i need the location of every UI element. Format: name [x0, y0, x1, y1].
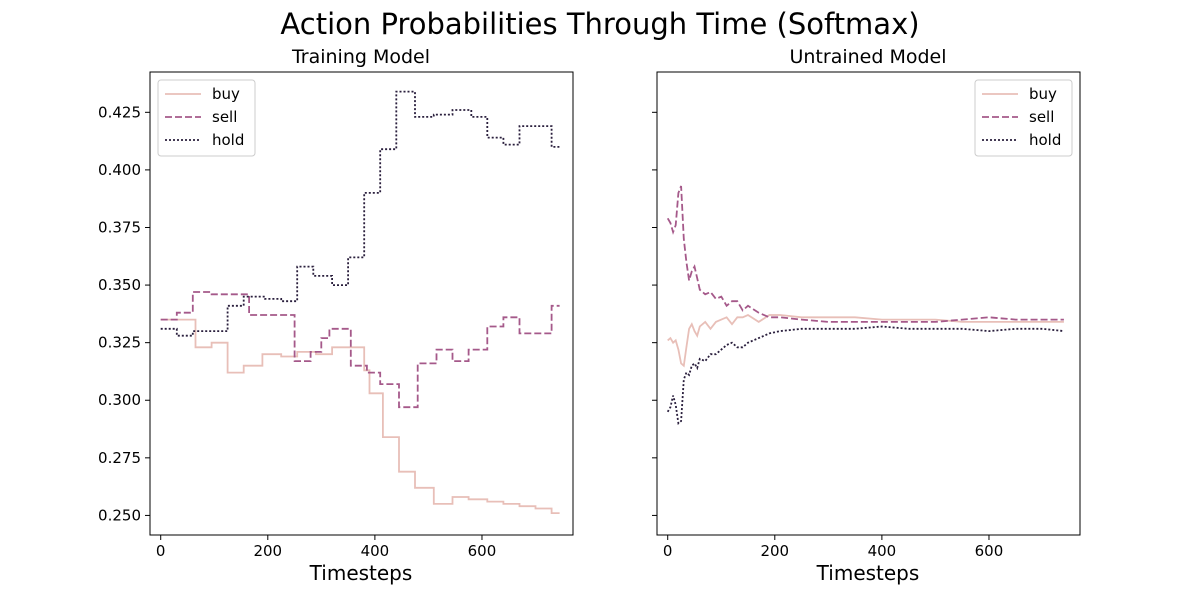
untrained-legend: buy sell hold [974, 79, 1073, 157]
training-ytick-label: 0.350 [98, 276, 141, 294]
untrained-xtick-label: 0 [663, 542, 673, 560]
training-legend-label-hold: hold [212, 131, 244, 149]
training-ytick-label: 0.250 [98, 506, 141, 524]
untrained-series-sell [666, 185, 1064, 323]
untrained-xtick-label: 200 [760, 542, 789, 560]
training-ytick-label: 0.400 [98, 161, 141, 179]
training-ytick-label: 0.325 [98, 334, 141, 352]
untrained-model-xlabel: Timesteps [816, 561, 920, 585]
training-model-panel: Training Model Timesteps 0 200 400 600 0.250… [98, 46, 574, 585]
untrained-series-group [666, 185, 1064, 426]
untrained-xtick-label: 400 [868, 542, 897, 560]
training-axes-frame [149, 71, 574, 536]
untrained-model-title: Untrained Model [789, 46, 946, 68]
training-model-title: Training Model [291, 46, 430, 68]
training-ytick-label: 0.375 [98, 218, 141, 236]
training-ytick-label: 0.425 [98, 103, 141, 121]
training-legend: buy sell hold [157, 79, 256, 157]
training-series-group [160, 90, 560, 514]
training-xtick-label: 0 [156, 542, 166, 560]
untrained-legend-label-hold: hold [1029, 131, 1061, 149]
training-ytick-label: 0.300 [98, 391, 141, 409]
untrained-series-buy [667, 313, 1064, 368]
untrained-legend-box [974, 79, 1073, 157]
training-xtick-label: 600 [468, 542, 497, 560]
untrained-legend-label-sell: sell [1029, 108, 1054, 126]
figure-title: Action Probabilities Through Time (Softm… [280, 7, 919, 41]
training-series-buy [160, 318, 560, 514]
training-xtick-label: 400 [361, 542, 390, 560]
untrained-xtick-label: 600 [975, 542, 1004, 560]
untrained-series-hold [666, 325, 1064, 426]
training-legend-label-sell: sell [212, 108, 237, 126]
untrained-axes-frame [656, 71, 1081, 536]
untrained-legend-label-buy: buy [1029, 85, 1057, 103]
training-legend-label-buy: buy [212, 85, 240, 103]
training-legend-box [157, 79, 256, 157]
training-series-sell [160, 291, 560, 409]
training-xtick-label: 200 [253, 542, 282, 560]
training-ytick-label: 0.275 [98, 449, 141, 467]
training-model-xlabel: Timesteps [309, 561, 413, 585]
untrained-model-panel: Untrained Model Timesteps 0 200 400 600 buy s… [652, 46, 1081, 585]
